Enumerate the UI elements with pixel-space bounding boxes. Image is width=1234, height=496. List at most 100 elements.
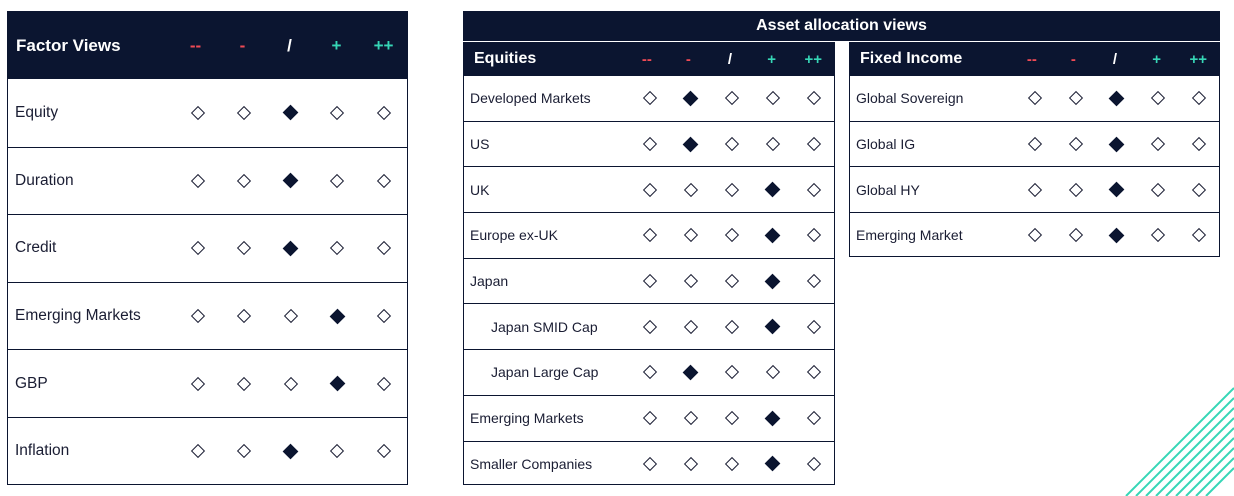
scale-very-positive: ++ (1189, 50, 1207, 68)
equities-row-label: Emerging Markets (470, 410, 584, 427)
diamond-outline-icon (361, 173, 408, 188)
diamond-outline-icon (793, 274, 834, 289)
diamond-filled-icon (670, 364, 711, 381)
diamond-outline-icon (361, 444, 408, 459)
equities-row-label: Smaller Companies (470, 455, 593, 472)
factor-row: Emerging Markets (8, 281, 408, 350)
diamond-outline-icon (1015, 136, 1056, 152)
equities-row: Japan (464, 257, 834, 304)
diamond-filled-icon (752, 410, 793, 426)
diamond-outline-icon (174, 173, 221, 188)
factor-row: Duration (8, 146, 408, 215)
diamond-filled-icon (1097, 227, 1138, 244)
diamond-outline-icon (711, 228, 752, 243)
diamond-outline-icon (1015, 91, 1056, 106)
diamond-filled-icon (267, 173, 314, 189)
factor-views-rows: Equity Duration Credit Emerging Markets GBP I… (8, 79, 407, 485)
fixed-income-table: Fixed Income -- - / + ++ Global Sovereig… (849, 42, 1220, 257)
diamond-filled-icon (670, 90, 711, 107)
diamond-outline-icon (711, 411, 752, 426)
equities-row: UK (464, 166, 834, 212)
diamond-outline-icon (629, 274, 670, 289)
diamond-outline-icon (361, 241, 408, 256)
factor-row-label: GBP (15, 374, 48, 392)
diamond-filled-icon (267, 443, 314, 460)
diamond-outline-icon (1056, 136, 1097, 152)
diamond-filled-icon (314, 375, 361, 392)
factor-views-title: Factor Views (16, 35, 121, 55)
factor-row-label: Emerging Markets (15, 307, 141, 325)
scale-neutral: / (287, 35, 292, 55)
diamond-outline-icon (670, 411, 711, 426)
equities-table: Equities -- - / + ++ Developed Markets US… (463, 42, 835, 485)
fixed-income-row-label: Emerging Market (856, 227, 963, 244)
diamond-outline-icon (221, 376, 268, 391)
diamond-outline-icon (1137, 228, 1178, 243)
diamond-filled-icon (1097, 136, 1138, 152)
factor-row-label: Inflation (15, 442, 70, 460)
diamond-outline-icon (221, 444, 268, 459)
diamond-outline-icon (361, 309, 408, 324)
diamond-outline-icon (629, 182, 670, 197)
diamond-outline-icon (174, 376, 221, 391)
diamond-filled-icon (752, 319, 793, 335)
diamond-outline-icon (670, 274, 711, 289)
diamond-outline-icon (629, 228, 670, 243)
diamond-filled-icon (752, 181, 793, 198)
diamond-outline-icon (670, 182, 711, 197)
fixed-income-row: Global HY (850, 166, 1219, 212)
equities-row: Developed Markets (464, 75, 834, 121)
diamond-outline-icon (670, 456, 711, 471)
factor-row-label: Duration (15, 171, 74, 189)
diamond-outline-icon (711, 91, 752, 106)
diamond-outline-icon (221, 241, 268, 256)
equities-row-label: Japan (470, 273, 509, 290)
scale-positive: + (1152, 50, 1161, 68)
diamond-outline-icon (629, 411, 670, 426)
diamond-outline-icon (711, 136, 752, 152)
diamond-filled-icon (752, 273, 793, 289)
factor-row-label: Equity (15, 103, 59, 121)
diamond-outline-icon (1056, 91, 1097, 106)
diamond-outline-icon (1137, 136, 1178, 152)
diamond-outline-icon (1015, 182, 1056, 197)
diamond-outline-icon (361, 105, 408, 120)
equities-row: Japan SMID Cap (464, 303, 834, 349)
equities-row-label: Japan Large Cap (491, 364, 599, 381)
diamond-outline-icon (711, 365, 752, 380)
diamond-outline-icon (752, 136, 793, 152)
equities-header: Equities -- - / + ++ (464, 43, 834, 75)
factor-views-header: Factor Views -- - / + ++ (8, 12, 407, 79)
diamond-outline-icon (1178, 136, 1219, 152)
diamond-filled-icon (670, 136, 711, 152)
diamond-outline-icon (670, 319, 711, 334)
diamond-filled-icon (314, 308, 361, 324)
diamond-outline-icon (267, 376, 314, 391)
scale-very-positive: ++ (804, 50, 822, 68)
equities-title: Equities (474, 50, 537, 67)
diamond-outline-icon (752, 91, 793, 106)
fixed-income-title: Fixed Income (860, 50, 963, 67)
diamond-outline-icon (174, 105, 221, 120)
diamond-outline-icon (1015, 228, 1056, 243)
diamond-outline-icon (630, 365, 671, 380)
diamond-outline-icon (711, 319, 752, 334)
factor-row: Equity (8, 79, 407, 147)
fixed-income-row: Emerging Market (850, 212, 1219, 258)
fixed-income-rows: Global Sovereign Global IG Global HY Emergi… (850, 75, 1219, 258)
equities-rows: Developed Markets US UK Europe ex-UK Japan Ja… (464, 75, 834, 486)
diamond-filled-icon (1097, 90, 1138, 107)
diamond-outline-icon (711, 182, 752, 197)
diamond-outline-icon (361, 376, 408, 391)
diamond-outline-icon (670, 228, 711, 243)
diamond-outline-icon (793, 228, 834, 243)
diamond-outline-icon (221, 309, 268, 324)
diamond-outline-icon (793, 136, 834, 152)
diamond-outline-icon (221, 173, 268, 188)
diamond-outline-icon (314, 173, 361, 188)
diamond-outline-icon (1056, 182, 1097, 197)
scale-very-positive: ++ (373, 35, 394, 55)
diamond-outline-icon (711, 456, 752, 471)
scale-neutral: / (727, 50, 733, 68)
factor-row: GBP (8, 349, 407, 417)
